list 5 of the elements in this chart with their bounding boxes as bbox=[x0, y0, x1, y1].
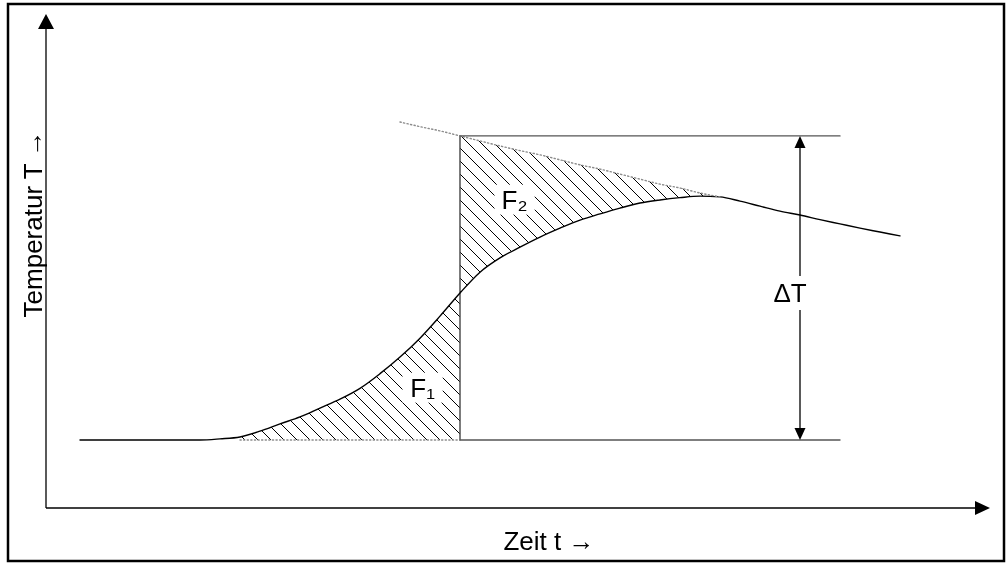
annotation: ΔT bbox=[773, 277, 807, 308]
annotation: F₁ bbox=[410, 372, 436, 403]
annotation: F₂ bbox=[501, 184, 528, 215]
x-axis-title: Zeit t → bbox=[503, 526, 595, 556]
y-axis-title: Temperatur T → bbox=[18, 130, 48, 318]
